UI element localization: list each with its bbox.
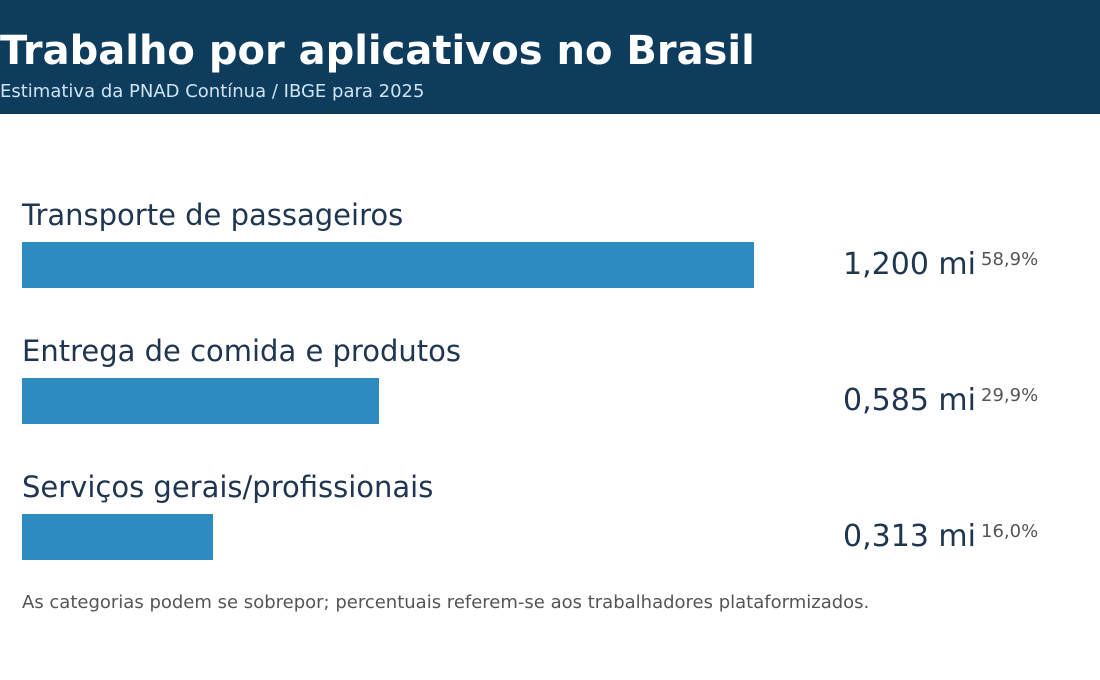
percent-label: 16,0% [981, 521, 1039, 542]
bar-row: Entrega de comida e produtos 0,585 mi 29… [0, 333, 1100, 433]
footnote: As categorias podem se sobrepor; percent… [22, 592, 870, 613]
chart-title: Trabalho por aplicativos no Brasil [0, 28, 755, 74]
category-label: Serviços gerais/profissionais [22, 470, 434, 504]
category-label: Entrega de comida e produtos [22, 334, 461, 368]
chart-subtitle: Estimativa da PNAD Contínua / IBGE para … [0, 81, 425, 102]
bar [22, 514, 213, 560]
percent-label: 58,9% [981, 249, 1039, 270]
value-label: 0,313 mi [843, 519, 976, 554]
bar-row: Transporte de passageiros 1,200 mi 58,9% [0, 197, 1100, 297]
value-label: 1,200 mi [843, 247, 976, 282]
bar [22, 378, 379, 424]
header-banner: Trabalho por aplicativos no Brasil Estim… [0, 0, 1100, 114]
category-label: Transporte de passageiros [22, 198, 404, 232]
value-label: 0,585 mi [843, 383, 976, 418]
percent-label: 29,9% [981, 385, 1039, 406]
bar [22, 242, 754, 288]
bar-row: Serviços gerais/profissionais 0,313 mi 1… [0, 469, 1100, 569]
